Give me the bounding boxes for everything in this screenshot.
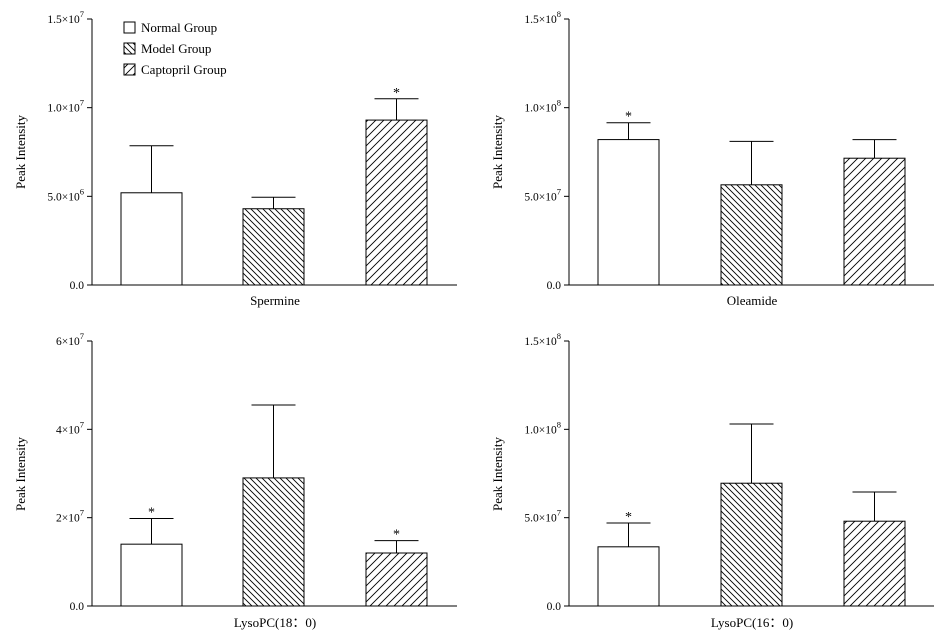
bars-panel-3: ** [120,404,428,607]
legend-swatch-normal [123,21,136,34]
legend-label-normal: Normal Group [141,20,217,35]
significance-marker-normal: * [148,506,155,521]
y-tick-label: 5.0×107 [524,508,561,525]
bar-normal [120,192,183,286]
bar-captopril [365,119,428,286]
legend: Normal Group Model Group Captopril Group [123,20,227,77]
significance-marker-captopril: * [393,86,400,101]
y-tick-label: 4×107 [56,419,84,436]
panel-lysopc-16: 0.0 5.0×107 1.0×108 1.5×108 * Peak Intensit… [490,331,934,630]
y-axis-label-panel-3: Peak Intensity [13,436,28,511]
y-tick-label: 1.0×107 [47,98,84,115]
y-axis-label-panel-2: Peak Intensity [490,114,505,189]
bar-normal [597,546,660,607]
y-tick-label: 1.5×108 [524,9,561,26]
x-axis-label-panel-4: LysoPC(16：0) [711,615,793,630]
y-axis-label-panel-4: Peak Intensity [490,436,505,511]
legend-label-captopril: Captopril Group [141,62,227,77]
y-tick-label: 1.0×108 [524,419,561,436]
legend-swatch-model [123,42,136,55]
significance-marker-normal: * [625,510,632,525]
bar-model [720,184,783,286]
bar-normal [597,139,660,286]
x-axis-label-panel-1: Spermine [250,293,300,308]
panel-oleamide: 0.0 5.0×107 1.0×108 1.5×108 * Peak Intensit… [490,9,934,308]
bar-model [720,482,783,607]
y-tick-label: 0.0 [547,601,562,613]
significance-marker-captopril: * [393,528,400,543]
panel-spermine: 0.0 5.0×106 1.0×107 1.5×107 * Peak Intensit… [13,9,457,308]
y-axis-label-panel-1: Peak Intensity [13,114,28,189]
bar-captopril [843,157,906,286]
x-axis-label-panel-2: Oleamide [727,293,778,308]
y-tick-label: 1.5×108 [524,331,561,348]
bar-model [242,208,305,286]
y-tick-label: 0.0 [70,601,85,613]
y-tick-label: 5.0×106 [47,186,84,203]
bars-panel-2: * [597,110,906,286]
bars-panel-1: * [120,86,428,286]
y-tick-label: 1.0×108 [524,98,561,115]
y-tick-label: 1.5×107 [47,9,84,26]
bar-captopril [365,552,428,607]
y-tick-label: 0.0 [70,280,85,292]
y-tick-label: 5.0×107 [524,186,561,203]
legend-swatch-captopril [123,63,136,76]
bar-normal [120,543,183,607]
y-tick-label: 2×107 [56,508,84,525]
bar-captopril [843,520,906,607]
bar-model [242,477,305,607]
y-tick-label: 6×107 [56,331,84,348]
legend-label-model: Model Group [141,41,211,56]
bars-panel-4: * [597,423,906,607]
significance-marker-normal: * [625,110,632,125]
y-tick-label: 0.0 [547,280,562,292]
x-axis-label-panel-3: LysoPC(18：0) [234,615,316,630]
